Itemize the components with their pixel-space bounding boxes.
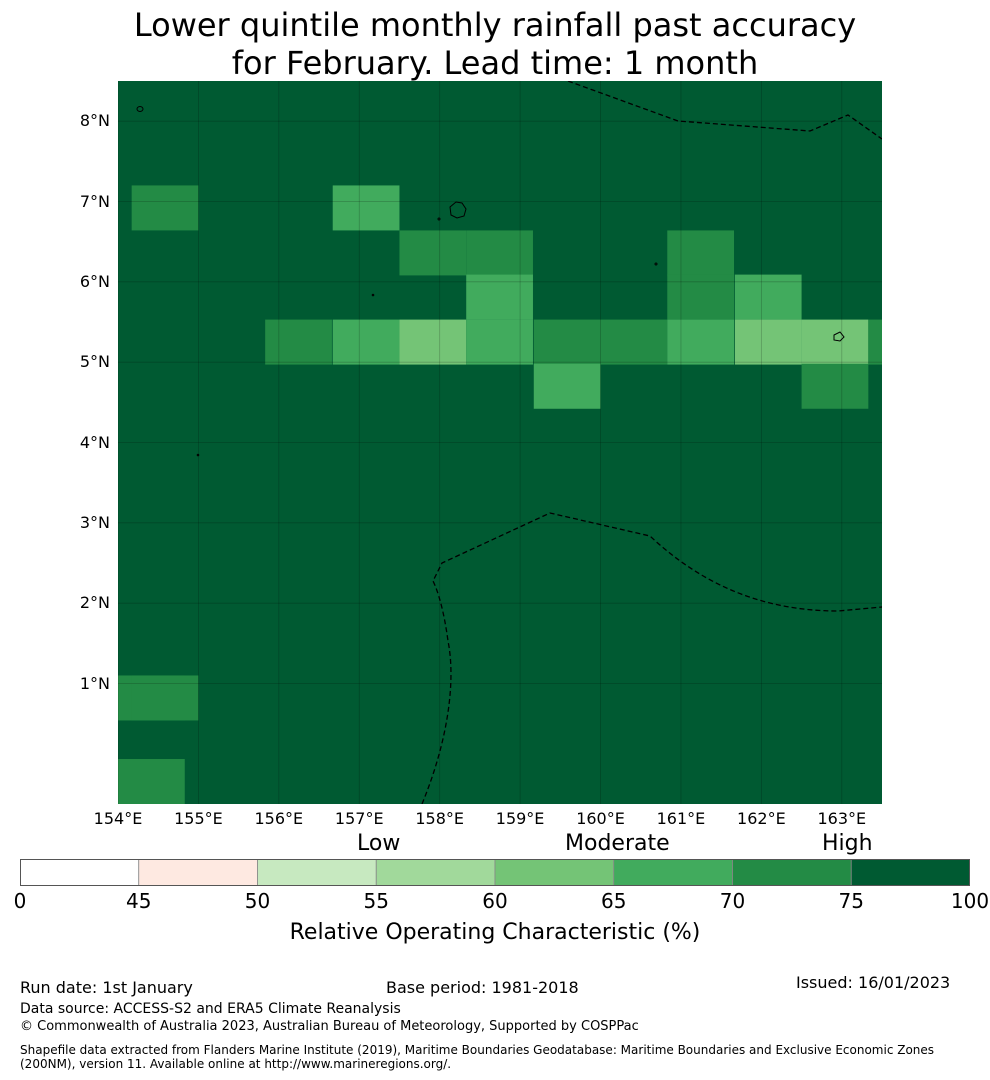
colorbar-tick-label: 50 — [244, 889, 271, 913]
colorbar-segment — [732, 859, 852, 886]
accuracy-cell — [399, 230, 467, 276]
colorbar-segment — [613, 859, 733, 886]
run-date: Run date: 1st January — [20, 978, 193, 997]
island-3 — [654, 262, 658, 266]
category-high-label: High — [822, 831, 873, 856]
accuracy-cell — [466, 274, 533, 320]
latitude-label: 6°N — [79, 271, 110, 291]
latitude-label: 2°N — [79, 593, 110, 613]
island-4 — [371, 293, 375, 297]
longitude-label: 157°E — [334, 809, 384, 828]
island-5 — [196, 453, 200, 457]
colorbar-tick-label: 100 — [950, 889, 990, 913]
longitude-label: 154°E — [93, 809, 143, 828]
latitude-label: 5°N — [79, 352, 110, 372]
longitude-label: 158°E — [415, 809, 464, 828]
accuracy-cell — [667, 274, 735, 320]
accuracy-cell — [801, 319, 869, 365]
graticule — [118, 81, 882, 804]
accuracy-cell — [332, 319, 400, 365]
issued-date: Issued: 16/01/2023 — [796, 973, 951, 992]
colorbar-segment — [375, 859, 496, 886]
colorbar-tick-label: 55 — [363, 889, 389, 913]
accuracy-cell — [131, 675, 199, 721]
latitude-label: 3°N — [79, 512, 110, 532]
latitude-label: 7°N — [79, 191, 110, 211]
chart-title: Lower quintile monthly rainfall past acc… — [0, 6, 990, 82]
title-line-2: for February. Lead time: 1 month — [231, 44, 759, 82]
accuracy-cell — [265, 319, 332, 365]
accuracy-cell — [533, 319, 601, 365]
accuracy-cell — [734, 274, 802, 320]
accuracy-cell — [466, 230, 533, 276]
accuracy-cell — [600, 319, 668, 365]
shapefile-credit: Shapefile data extracted from Flanders M… — [20, 1043, 935, 1071]
base-period: Base period: 1981-2018 — [386, 978, 579, 997]
colorbar-segment — [494, 859, 615, 886]
colorbar — [20, 859, 970, 886]
colorbar-segment — [138, 859, 258, 886]
colorbar-tick-label: 75 — [838, 889, 864, 913]
eez-boundary-south — [421, 512, 882, 804]
accuracy-cell — [801, 363, 869, 409]
map-background — [118, 81, 882, 804]
latitude-label: 4°N — [79, 432, 110, 452]
eez-boundaries — [421, 81, 882, 804]
accuracy-cell — [399, 319, 467, 365]
colorbar-segment — [257, 859, 377, 886]
category-low-label: Low — [357, 831, 401, 856]
accuracy-cell — [667, 230, 735, 276]
latitude-label: 1°N — [79, 673, 110, 693]
colorbar-tick-label: 45 — [126, 889, 152, 913]
map-canvas[interactable] — [118, 81, 882, 804]
longitude-label: 163°E — [817, 809, 867, 828]
island-1 — [136, 106, 144, 112]
island-kosrae — [833, 331, 845, 342]
colorbar-tick-label: 70 — [719, 889, 746, 913]
colorbar-tick-label: 0 — [13, 889, 27, 913]
map-panel[interactable] — [118, 81, 882, 804]
data-source: Data source: ACCESS-S2 and ERA5 Climate … — [20, 1001, 401, 1017]
accuracy-cell — [868, 319, 882, 365]
accuracy-cells — [118, 185, 882, 804]
colorbar-label: Relative Operating Characteristic (%) — [289, 920, 701, 945]
category-moderate-label: Moderate — [565, 831, 670, 856]
islands — [136, 106, 845, 457]
accuracy-cell — [131, 185, 199, 231]
colorbar-tick-label: 65 — [601, 889, 627, 913]
longitude-label: 155°E — [174, 809, 223, 828]
accuracy-cell — [332, 185, 400, 231]
accuracy-cell — [118, 759, 185, 804]
colorbar-segment — [850, 859, 970, 886]
longitude-label: 156°E — [254, 809, 304, 828]
accuracy-cell — [533, 363, 601, 409]
eez-boundary-north — [567, 81, 882, 140]
title-line-1: Lower quintile monthly rainfall past acc… — [133, 6, 857, 44]
colorbar-frame — [20, 859, 970, 886]
island-pohnpei — [449, 201, 467, 219]
colorbar-tick-label: 60 — [482, 889, 508, 913]
accuracy-cell — [466, 319, 533, 365]
longitude-label: 161°E — [656, 809, 706, 828]
accuracy-cell — [734, 319, 802, 365]
longitude-label: 159°E — [495, 809, 545, 828]
accuracy-cell — [667, 319, 735, 365]
latitude-label: 8°N — [79, 111, 110, 131]
island-2 — [437, 217, 441, 221]
copyright: © Commonwealth of Australia 2023, Austra… — [20, 1019, 639, 1034]
colorbar-segment — [20, 859, 140, 886]
longitude-label: 160°E — [576, 809, 625, 828]
longitude-label: 162°E — [737, 809, 786, 828]
